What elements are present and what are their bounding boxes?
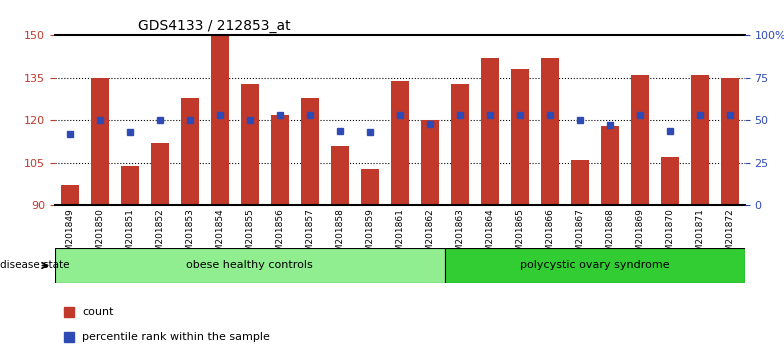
Bar [571,160,589,205]
Bar [421,120,439,205]
Bar [511,69,529,205]
Text: polycystic ovary syndrome: polycystic ovary syndrome [520,261,670,270]
Bar [720,78,739,205]
Text: disease state: disease state [0,261,70,270]
FancyBboxPatch shape [445,248,745,283]
Bar [241,84,259,205]
Bar [301,98,319,205]
Bar [631,75,649,205]
Bar [331,146,349,205]
Bar [601,126,619,205]
Bar [361,169,379,205]
Bar [691,75,709,205]
Text: GDS4133 / 212853_at: GDS4133 / 212853_at [138,19,290,33]
Bar [270,115,289,205]
Bar [181,98,199,205]
Bar [61,185,79,205]
Text: percentile rank within the sample: percentile rank within the sample [82,332,270,342]
Bar [121,166,139,205]
Text: count: count [82,307,114,317]
Bar [211,35,229,205]
Bar [91,78,109,205]
Bar [391,81,408,205]
Text: obese healthy controls: obese healthy controls [187,261,314,270]
Bar [481,58,499,205]
FancyBboxPatch shape [55,248,445,283]
Bar [541,58,559,205]
Bar [451,84,469,205]
Bar [151,143,169,205]
Bar [661,157,679,205]
